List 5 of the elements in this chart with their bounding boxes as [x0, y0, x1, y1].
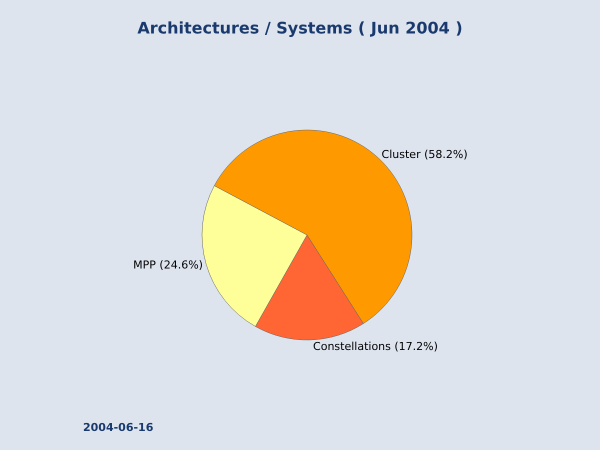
slice-label: MPP (24.6%) [133, 258, 203, 272]
chart-title: Architectures / Systems ( Jun 2004 ) [137, 18, 463, 38]
slice-label: Cluster (58.2%) [382, 148, 468, 161]
slice-label: Constellations (17.2%) [313, 340, 438, 353]
text: 2004-06-16 [83, 421, 154, 434]
